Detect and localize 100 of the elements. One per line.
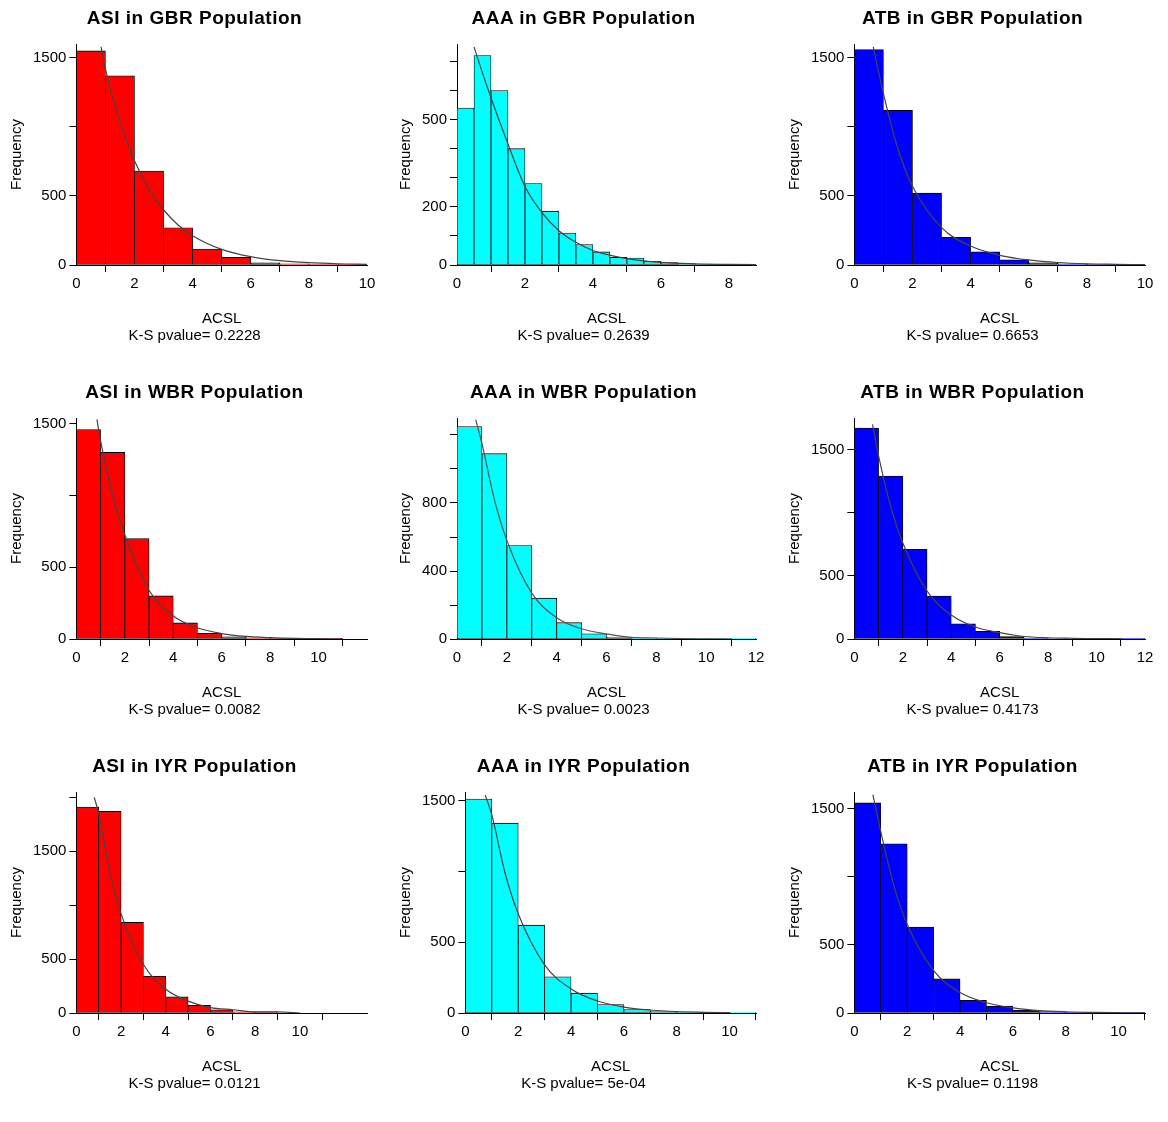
y-tick-label: 500 xyxy=(430,932,456,950)
x-tick-label: 6 xyxy=(1008,1022,1018,1040)
y-tick-label: 1500 xyxy=(32,841,67,859)
line-series xyxy=(473,46,756,265)
chart-title: AAA in WBR Population xyxy=(468,380,699,404)
x-axis-title: ACSL xyxy=(202,1057,242,1075)
chart-title: ATB in GBR Population xyxy=(860,6,1085,30)
x-tick-label: 2 xyxy=(120,648,129,666)
x-tick-label: 6 xyxy=(619,1022,629,1040)
line-series xyxy=(872,794,1145,1013)
x-axis-title: ACSL xyxy=(202,309,242,327)
x-tick-label: 2 xyxy=(520,274,530,292)
x-tick-label: 4 xyxy=(188,274,197,292)
x-tick-label: 10 xyxy=(1136,274,1154,292)
x-axis-title: ACSL xyxy=(586,683,627,701)
x-axis-title: ACSL xyxy=(980,309,1020,327)
y-tick-label: 1500 xyxy=(32,47,67,65)
chart-title: ATB in IYR Population xyxy=(866,754,1079,778)
y-tick-label: 500 xyxy=(819,566,845,583)
x-tick-label: 4 xyxy=(161,1022,170,1040)
x-tick-label: 6 xyxy=(206,1022,215,1040)
y-tick-label: 200 xyxy=(422,196,448,214)
y-axis-title: Frequency xyxy=(785,118,803,190)
x-tick-label: 10 xyxy=(358,274,376,292)
x-tick-label: 6 xyxy=(217,648,226,666)
text: K-S pvalue= 5e-04 xyxy=(520,1074,647,1091)
x-tick-label: 8 xyxy=(672,1022,681,1040)
y-tick-label: 1500 xyxy=(810,47,845,65)
x-tick-label: 2 xyxy=(898,648,907,666)
x-tick-label: 8 xyxy=(724,274,733,292)
x-tick-label: 6 xyxy=(1024,274,1033,292)
x-tick-label: 8 xyxy=(265,648,275,666)
x-tick-label: 2 xyxy=(903,1022,912,1040)
y-tick-label: 1500 xyxy=(32,413,67,431)
x-tick-label: 2 xyxy=(116,1022,126,1040)
x-tick-label: 0 xyxy=(461,1022,470,1040)
line-series xyxy=(93,796,301,1013)
y-tick-label: 0 xyxy=(836,255,845,273)
text: K-S pvalue= 0.0082 xyxy=(127,700,262,717)
y-tick-label: 1500 xyxy=(810,798,845,816)
x-tick-label: 0 xyxy=(850,274,859,292)
x-tick-label: 8 xyxy=(1061,1022,1070,1040)
x-axis-title: ACSL xyxy=(980,683,1020,701)
y-axis-title: Frequency xyxy=(785,866,803,938)
y-tick-label: 500 xyxy=(422,109,448,127)
x-tick-label: 4 xyxy=(169,648,178,666)
text: K-S pvalue= 0.6653 xyxy=(905,326,1040,343)
line-series xyxy=(475,419,732,639)
x-tick-label: 6 xyxy=(656,274,666,292)
x-tick-label: 10 xyxy=(310,648,327,666)
chart-title: AAA in IYR Population xyxy=(475,754,692,778)
x-tick-label: 2 xyxy=(130,274,139,292)
chart-title: ATB in WBR Population xyxy=(859,380,1086,404)
y-tick-label: 0 xyxy=(836,629,845,647)
x-tick-label: 10 xyxy=(291,1022,309,1040)
y-tick-label: 0 xyxy=(58,1003,67,1021)
x-tick-label: 8 xyxy=(304,274,314,292)
x-tick-label: 4 xyxy=(588,274,598,292)
x-tick-label: 2 xyxy=(502,648,512,666)
x-tick-label: 8 xyxy=(1082,274,1092,292)
text: K-S pvalue= 0.4173 xyxy=(905,700,1040,717)
x-tick-label: 2 xyxy=(908,274,917,292)
text: K-S pvalue= 0.0023 xyxy=(516,700,651,717)
x-tick-label: 10 xyxy=(1110,1022,1127,1040)
x-tick-label: 6 xyxy=(246,274,255,292)
y-tick-label: 0 xyxy=(58,629,67,647)
line-series xyxy=(871,423,1122,639)
chart-title: ASI in GBR Population xyxy=(85,6,304,30)
x-tick-label: 4 xyxy=(566,1022,576,1040)
chart-title: ASI in WBR Population xyxy=(84,380,305,404)
line-series xyxy=(872,46,1145,265)
y-tick-label: 1500 xyxy=(810,439,845,457)
y-tick-label: 500 xyxy=(41,186,67,204)
line-series xyxy=(484,794,731,1013)
y-tick-label: 0 xyxy=(438,629,448,647)
x-tick-label: 2 xyxy=(514,1022,523,1040)
x-tick-label: 6 xyxy=(995,648,1004,666)
x-tick-label: 4 xyxy=(966,274,975,292)
x-axis-title: ACSL xyxy=(980,1057,1020,1075)
x-tick-label: 12 xyxy=(1136,648,1154,666)
y-tick-label: 500 xyxy=(819,934,845,952)
x-tick-label: 12 xyxy=(747,648,765,666)
x-tick-label: 0 xyxy=(850,648,859,666)
y-axis-title: Frequency xyxy=(7,492,25,564)
x-tick-label: 0 xyxy=(72,648,81,666)
y-tick-label: 400 xyxy=(422,561,448,579)
x-axis-title: ACSL xyxy=(586,309,627,327)
y-tick-label: 0 xyxy=(836,1003,845,1021)
text: K-S pvalue= 0.2228 xyxy=(127,326,262,343)
y-tick-label: 0 xyxy=(58,255,67,273)
y-axis-title: Frequency xyxy=(785,492,803,564)
y-axis-title: Frequency xyxy=(396,866,414,938)
y-tick-label: 0 xyxy=(447,1003,456,1021)
x-tick-label: 8 xyxy=(251,1022,260,1040)
y-tick-label: 0 xyxy=(438,255,448,273)
text: K-S pvalue= 0.1198 xyxy=(905,1074,1040,1091)
y-tick-label: 800 xyxy=(422,493,448,511)
line-series xyxy=(96,418,344,639)
x-tick-label: 0 xyxy=(72,1022,81,1040)
x-tick-label: 0 xyxy=(72,274,81,292)
